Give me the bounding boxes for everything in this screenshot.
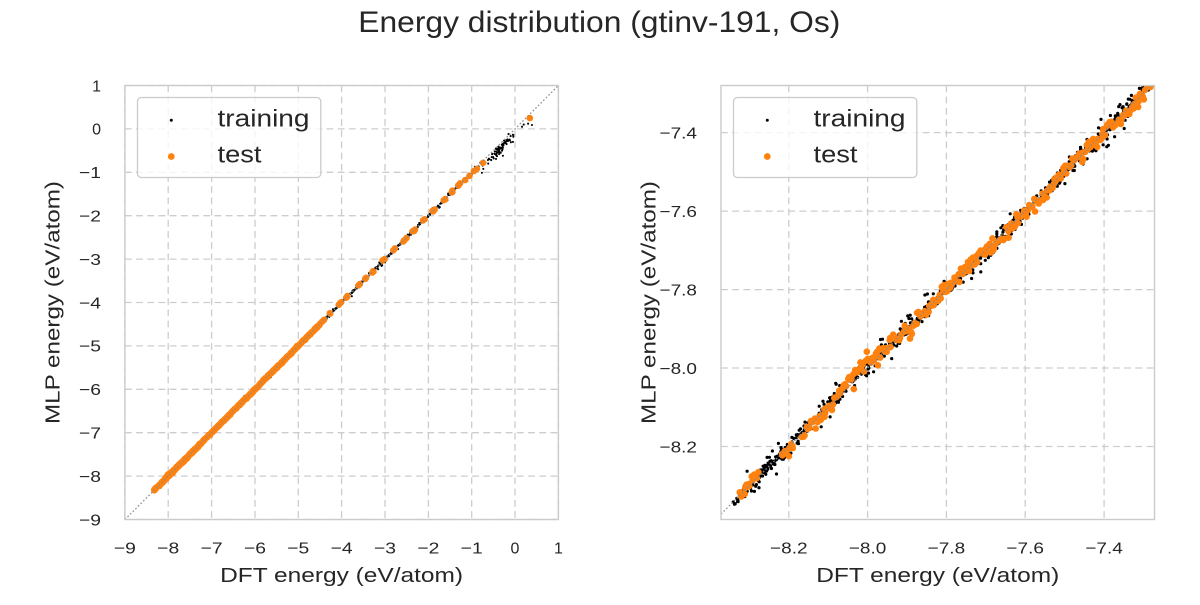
svg-text:−7.4: −7.4 xyxy=(660,125,698,142)
svg-text:−7.8: −7.8 xyxy=(660,282,698,299)
svg-text:−7.6: −7.6 xyxy=(1006,541,1044,558)
svg-text:−3: −3 xyxy=(79,252,101,269)
svg-text:−8.0: −8.0 xyxy=(660,361,698,378)
svg-text:1: 1 xyxy=(92,78,101,95)
svg-text:−6: −6 xyxy=(244,541,266,558)
svg-text:−8: −8 xyxy=(79,469,101,486)
svg-text:0: 0 xyxy=(92,122,101,139)
svg-text:−7: −7 xyxy=(201,541,223,558)
svg-text:−7.4: −7.4 xyxy=(1085,541,1123,558)
svg-text:−3: −3 xyxy=(374,541,396,558)
svg-text:−1: −1 xyxy=(79,165,101,182)
svg-text:−8.2: −8.2 xyxy=(770,541,808,558)
svg-text:−9: −9 xyxy=(79,512,101,529)
svg-text:−8: −8 xyxy=(157,541,179,558)
svg-text:−1: −1 xyxy=(461,541,483,558)
svg-text:Energy distribution (gtinv-191: Energy distribution (gtinv-191, Os) xyxy=(358,6,840,39)
svg-text:−8.2: −8.2 xyxy=(660,439,698,456)
svg-text:−8.0: −8.0 xyxy=(849,541,887,558)
svg-text:1: 1 xyxy=(554,541,563,558)
svg-text:−9: −9 xyxy=(114,541,136,558)
svg-text:−2: −2 xyxy=(79,209,101,226)
svg-text:−4: −4 xyxy=(331,541,353,558)
svg-text:DFT energy (eV/atom): DFT energy (eV/atom) xyxy=(220,565,463,587)
svg-text:MLP energy (eV/atom): MLP energy (eV/atom) xyxy=(639,181,661,424)
svg-text:−7.6: −7.6 xyxy=(660,204,698,221)
svg-text:test: test xyxy=(218,142,262,169)
svg-text:−7: −7 xyxy=(79,426,101,443)
svg-text:−4: −4 xyxy=(79,295,101,312)
svg-text:−7.8: −7.8 xyxy=(928,541,966,558)
svg-text:DFT energy (eV/atom): DFT energy (eV/atom) xyxy=(816,565,1059,587)
svg-text:−5: −5 xyxy=(287,541,309,558)
svg-text:−5: −5 xyxy=(79,339,101,356)
svg-text:training: training xyxy=(218,105,310,132)
svg-text:training: training xyxy=(814,105,906,132)
svg-text:MLP energy (eV/atom): MLP energy (eV/atom) xyxy=(43,181,65,424)
svg-text:−6: −6 xyxy=(79,382,101,399)
svg-text:−2: −2 xyxy=(417,541,439,558)
svg-text:0: 0 xyxy=(511,541,520,558)
svg-text:test: test xyxy=(814,142,858,169)
